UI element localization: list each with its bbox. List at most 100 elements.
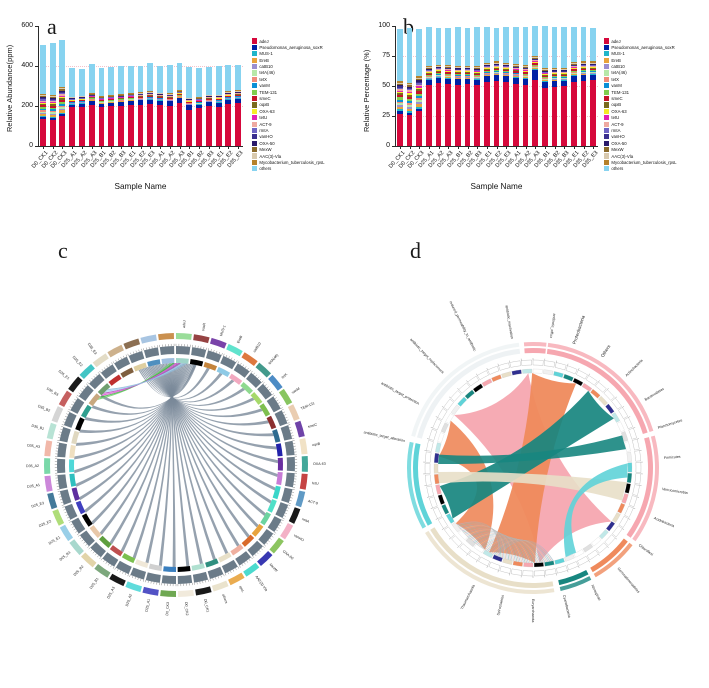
panel-b-bar-segment — [541, 70, 548, 72]
panel-a-bar-segment — [205, 66, 212, 95]
panel-a-x-tickmark — [150, 147, 152, 149]
panel-a-x-tickmark — [238, 147, 240, 149]
panel-a-bar-segment — [59, 116, 66, 146]
panel-b-bar-segment — [435, 73, 442, 74]
circos-c-segment-label: D35_A2 — [26, 464, 40, 469]
panel-b-bar-segment — [590, 68, 597, 71]
panel-b-bar — [406, 26, 413, 146]
panel-b-bar-segment — [512, 74, 519, 75]
panel-a-bar-segment — [59, 103, 66, 106]
panel-b-bar-segment — [483, 72, 490, 73]
panel-b-bar-segment — [532, 60, 539, 62]
panel-a-bar-segment — [166, 65, 173, 94]
panel-a-bar-segment — [39, 96, 46, 98]
panel-b-bar-segment — [396, 99, 403, 102]
panel-b-bar-segment — [551, 26, 558, 68]
panel-b-bar-segment — [522, 66, 529, 68]
panel-b-bar-segment — [561, 77, 568, 79]
panel-a-bar — [196, 26, 202, 146]
panel-b-x-tickmark — [448, 147, 450, 149]
panel-b-bar-segment — [474, 71, 481, 72]
panel-a-bar — [49, 26, 56, 146]
panel-a-x-axis-label: Sample Name — [114, 182, 167, 191]
panel-a-x-tickmark — [91, 147, 93, 149]
panel-b-bar-segment — [445, 64, 452, 67]
panel-b-bar-segment — [396, 81, 403, 83]
panel-a-legend-swatch — [252, 102, 258, 108]
panel-b-bar-segment — [416, 102, 423, 105]
panel-c-circos-genes-samples: c adeJ soxR MUS-1 EreB catB10 tetA(46) tetX van… — [0, 230, 354, 688]
panel-a-bar-segment — [59, 96, 66, 99]
panel-b-bar — [416, 26, 423, 146]
panel-a-bar-segment — [88, 97, 95, 98]
panel-b-bar-segment — [522, 78, 529, 86]
panel-b-bar-segment — [590, 64, 597, 66]
panel-a-y-axis-label: Relative Abundance(ppm) — [5, 44, 14, 132]
panel-a-bar-segment — [49, 111, 56, 113]
panel-b-bar-segment — [503, 62, 510, 64]
panel-b-bar-segment — [570, 64, 577, 65]
panel-b-bar-segment — [483, 64, 490, 66]
panel-b-bar-segment — [512, 74, 519, 76]
circos-c-segment-label: OXA-63 — [312, 461, 326, 466]
panel-a-legend-item: OXA-63 — [252, 108, 325, 114]
panel-a-legend-swatch — [252, 147, 258, 153]
panel-b-legend-swatch — [604, 134, 610, 140]
panel-b-bar-segment — [551, 68, 558, 70]
panel-a-bar-segment — [59, 92, 66, 95]
panel-b-bar-segment — [522, 73, 529, 75]
panel-b-bar-segment — [532, 58, 539, 60]
panel-a-legend-label: rmtA — [259, 127, 269, 133]
panel-a-bar-segment — [108, 98, 115, 100]
panel-a-x-tickmark — [72, 147, 74, 149]
panel-b-bar-segment — [532, 64, 539, 66]
panel-b-bar-segment — [425, 79, 432, 81]
panel-b-bar-segment — [580, 71, 587, 73]
panel-b-bar-segment — [541, 73, 548, 75]
panel-b-legend-swatch — [604, 70, 610, 76]
panel-a-legend-label: adeJ — [259, 38, 269, 44]
panel-b-legend-swatch — [604, 38, 610, 44]
panel-a-bar-segment — [235, 91, 242, 92]
panel-a-relative-abundance: a 0 200 400 600 Relative Abundance(ppm) D0_CK… — [0, 0, 354, 230]
circos-c-segment-label: adeJ — [182, 320, 187, 329]
panel-b-bar-segment — [541, 69, 548, 71]
panel-b-bar-segment — [580, 67, 587, 68]
panel-b-bar-segment — [532, 26, 539, 56]
panel-a-bar-segment — [225, 103, 232, 146]
panel-b-x-tickmark — [535, 147, 537, 149]
panel-b-bar-segment — [396, 103, 403, 106]
panel-b-bar-segment — [396, 28, 403, 82]
panel-b-bar-segment — [561, 76, 568, 77]
panel-a-bar-segment — [196, 97, 202, 99]
panel-a-y-tickmark — [34, 106, 38, 107]
panel-b-bar-segment — [503, 75, 510, 77]
panel-b-bar-segment — [425, 73, 432, 75]
panel-b-bar-segment — [435, 66, 442, 68]
panel-b-bar-segment — [454, 74, 461, 76]
panel-b-bar-segment — [425, 68, 432, 70]
panel-b-bar-segment — [561, 81, 568, 86]
panel-b-bar-segment — [522, 65, 529, 67]
panel-b-bar-segment — [570, 63, 577, 65]
panel-a-bar-segment — [235, 90, 242, 92]
panel-b-bar-segment — [561, 79, 568, 80]
panel-b-bar-segment — [561, 26, 568, 68]
panel-b-bar-segment — [532, 55, 539, 58]
panel-b-legend-label: Pseudomonas_aeruginosa_soxR — [611, 44, 675, 50]
panel-b-bar-segment — [474, 80, 481, 86]
panel-a-bar-segment — [59, 108, 66, 111]
panel-b-y-tick-label: 0 — [386, 142, 390, 149]
panel-a-legend-swatch — [252, 159, 258, 166]
panel-b-bar-segment — [561, 86, 568, 146]
panel-a-legend-label: others — [259, 166, 272, 172]
panel-b-bar-segment — [435, 76, 442, 77]
panel-b-legend: adeJ Pseudomonas_aeruginosa_soxR MUS-1 EreB… — [604, 38, 677, 172]
panel-a-bar-segment — [49, 103, 56, 105]
panel-b-bar-segment — [522, 67, 529, 68]
panel-a-bar-segment — [137, 92, 144, 93]
panel-b-bar — [551, 26, 558, 146]
panel-b-bar-segment — [396, 89, 403, 91]
panel-a-bar-segment — [127, 105, 134, 146]
panel-b-bar-segment — [493, 67, 500, 69]
